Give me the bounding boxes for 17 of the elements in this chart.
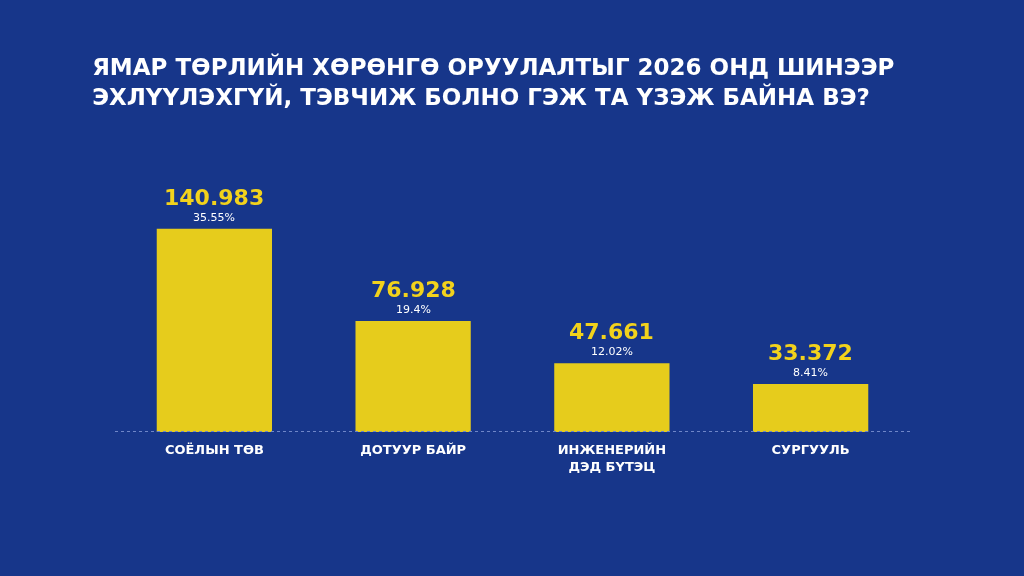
bar — [752, 383, 869, 432]
data-label: 33.372 — [768, 340, 853, 365]
x-tick-label: ИНЖЕНЕРИЙН ДЭД БҮТЭЦ — [557, 442, 667, 474]
chart-title: ЯМАР ТӨРЛИЙН ХӨРӨНГӨ ОРУУЛАЛТЫГ 2026 ОНД ШИНЭЭР ЭХЛҮҮЛЭХГҮЙ, ТЭВЧИЖ БОЛНО ГЭЖ ТА ҮЗЭЖ БАЙНА ВЭ? — [92, 52, 895, 110]
x-tick-label: ДОТУУР БАЙР — [360, 442, 467, 457]
data-label: 76.928 — [371, 277, 456, 302]
annotation: 19.4% — [396, 303, 431, 316]
bar — [554, 363, 670, 432]
x-tick-label: СУРГУУЛЬ — [771, 442, 850, 457]
annotation: 8.41% — [793, 366, 828, 379]
data-label: 47.661 — [569, 319, 654, 344]
bar — [156, 228, 273, 432]
annotation: 35.55% — [193, 211, 235, 224]
x-tick-label: СОЁЛЫН ТӨВ — [164, 442, 264, 457]
annotation: 12.02% — [591, 345, 633, 358]
data-label: 140.983 — [164, 185, 265, 210]
bar — [355, 321, 471, 432]
